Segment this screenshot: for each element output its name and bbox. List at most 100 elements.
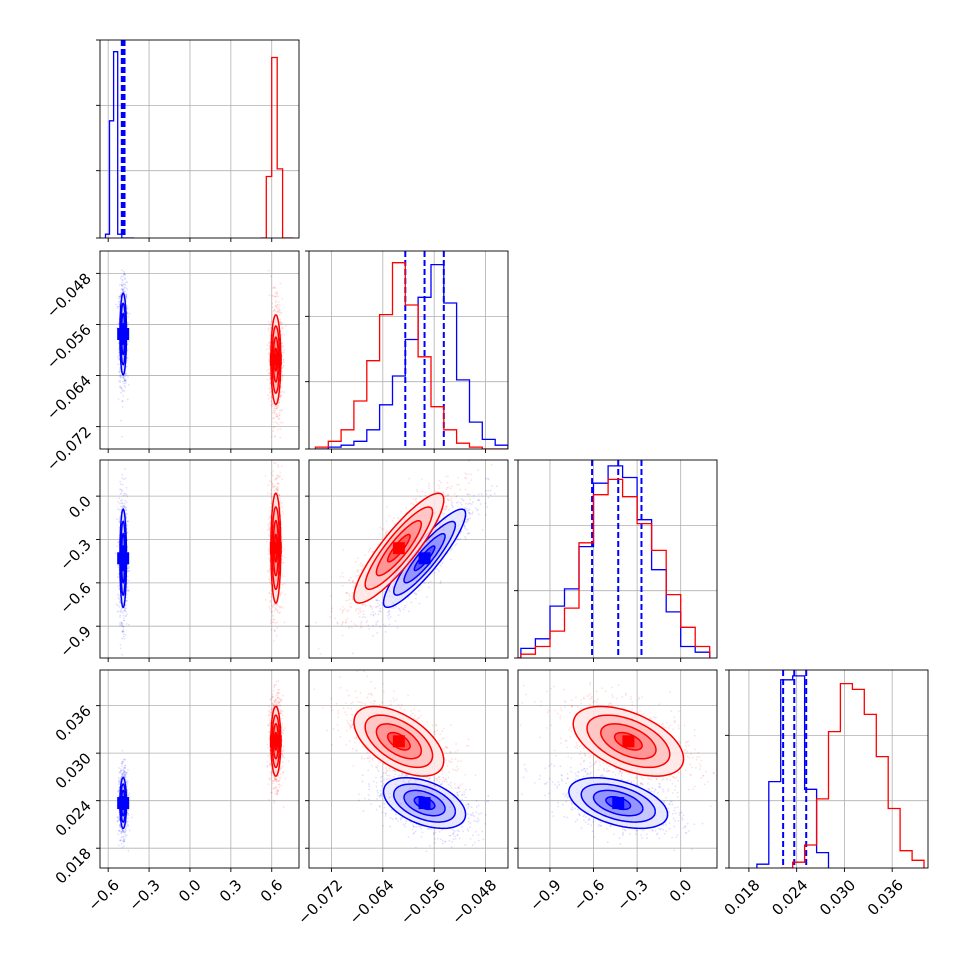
scatter-point bbox=[375, 623, 378, 626]
scatter-point bbox=[451, 505, 454, 507]
scatter-point bbox=[124, 507, 127, 509]
scatter-point bbox=[125, 593, 128, 596]
scatter-point bbox=[122, 288, 125, 291]
panel-1-0 bbox=[100, 251, 299, 449]
scatter-point bbox=[122, 772, 125, 775]
scatter-point bbox=[620, 774, 623, 777]
contour-line bbox=[119, 292, 128, 376]
scatter-point bbox=[411, 828, 414, 831]
scatter-point bbox=[124, 509, 127, 511]
panel-bg bbox=[309, 251, 508, 449]
scatter-point bbox=[427, 778, 430, 781]
scatter-point bbox=[548, 777, 551, 780]
scatter-point bbox=[479, 503, 482, 505]
panel-bg bbox=[100, 251, 299, 449]
scatter-point bbox=[118, 521, 121, 523]
scatter-point bbox=[665, 824, 667, 826]
scatter-point bbox=[118, 622, 121, 624]
scatter-point bbox=[658, 785, 660, 788]
scatter-point bbox=[375, 785, 378, 788]
scatter-point bbox=[476, 820, 479, 823]
scatter-point bbox=[561, 780, 564, 782]
scatter-point bbox=[117, 398, 120, 400]
scatter-point bbox=[477, 833, 480, 836]
scatter-point bbox=[357, 793, 360, 796]
contour-line bbox=[392, 783, 457, 823]
scatter-point bbox=[659, 785, 662, 788]
scatter-point bbox=[669, 800, 672, 803]
scatter-point bbox=[441, 562, 444, 565]
scatter-point bbox=[464, 788, 467, 791]
scatter-point bbox=[372, 613, 375, 616]
scatter-point bbox=[395, 605, 397, 608]
scatter-point bbox=[454, 544, 457, 547]
scatter-point bbox=[120, 765, 123, 768]
scatter-point bbox=[381, 793, 383, 796]
scatter-point bbox=[451, 832, 454, 835]
scatter-point bbox=[116, 820, 119, 823]
scatter-point bbox=[117, 358, 120, 361]
scatter-point bbox=[124, 833, 126, 836]
scatter-point bbox=[121, 761, 124, 764]
scatter-point bbox=[472, 834, 474, 837]
scatter-point bbox=[360, 621, 363, 623]
scatter-point bbox=[471, 512, 474, 515]
scatter-point bbox=[484, 502, 487, 505]
scatter-point bbox=[120, 283, 123, 286]
scatter-point bbox=[120, 284, 123, 287]
scatter-point bbox=[550, 763, 553, 766]
scatter-point bbox=[124, 615, 127, 618]
scatter-point bbox=[461, 793, 464, 796]
scatter-point bbox=[442, 776, 445, 779]
scatter-point bbox=[117, 795, 120, 797]
scatter-point bbox=[119, 373, 122, 376]
scatter-point bbox=[120, 772, 122, 775]
scatter-point bbox=[375, 605, 378, 608]
scatter-point bbox=[465, 507, 468, 510]
scatter-point bbox=[394, 620, 397, 623]
scatter-point bbox=[125, 821, 128, 823]
scatter-point bbox=[415, 825, 418, 828]
scatter-point bbox=[123, 384, 126, 387]
scatter-point bbox=[443, 780, 446, 783]
scatter-point bbox=[648, 790, 651, 792]
scatter-point bbox=[439, 783, 442, 786]
scatter-point bbox=[386, 611, 389, 614]
scatter-point bbox=[381, 811, 384, 814]
scatter-point bbox=[127, 383, 130, 386]
scatter-point bbox=[668, 802, 671, 805]
scatter-point bbox=[121, 775, 124, 777]
scatter-point bbox=[125, 623, 128, 625]
scatter-point bbox=[372, 634, 374, 637]
scatter-point bbox=[123, 759, 126, 761]
scatter-point bbox=[127, 780, 129, 783]
scatter-point bbox=[467, 803, 470, 805]
scatter-point bbox=[119, 385, 122, 388]
scatter-point bbox=[469, 517, 472, 520]
scatter-point bbox=[367, 769, 370, 772]
scatter-point bbox=[468, 502, 471, 505]
scatter-point bbox=[658, 782, 660, 785]
scatter-point bbox=[122, 630, 125, 633]
scatter-point bbox=[117, 348, 120, 351]
scatter-point bbox=[382, 824, 384, 827]
scatter-point bbox=[469, 822, 472, 825]
scatter-point bbox=[475, 806, 478, 808]
scatter-point bbox=[117, 610, 120, 613]
scatter-point bbox=[118, 587, 121, 590]
scatter-point bbox=[441, 839, 444, 842]
scatter-point bbox=[120, 502, 123, 505]
scatter-point bbox=[458, 837, 461, 840]
scatter-point bbox=[373, 780, 375, 783]
scatter-point bbox=[439, 582, 442, 584]
scatter-point bbox=[457, 538, 459, 541]
scatter-point bbox=[126, 343, 129, 345]
scatter-point bbox=[389, 616, 392, 618]
scatter-point bbox=[121, 624, 124, 627]
scatter-point bbox=[118, 830, 121, 832]
scatter-point bbox=[372, 614, 375, 617]
scatter-point bbox=[124, 499, 127, 502]
scatter-point bbox=[123, 286, 126, 289]
scatter-point bbox=[119, 493, 122, 496]
scatter-point bbox=[126, 812, 129, 815]
